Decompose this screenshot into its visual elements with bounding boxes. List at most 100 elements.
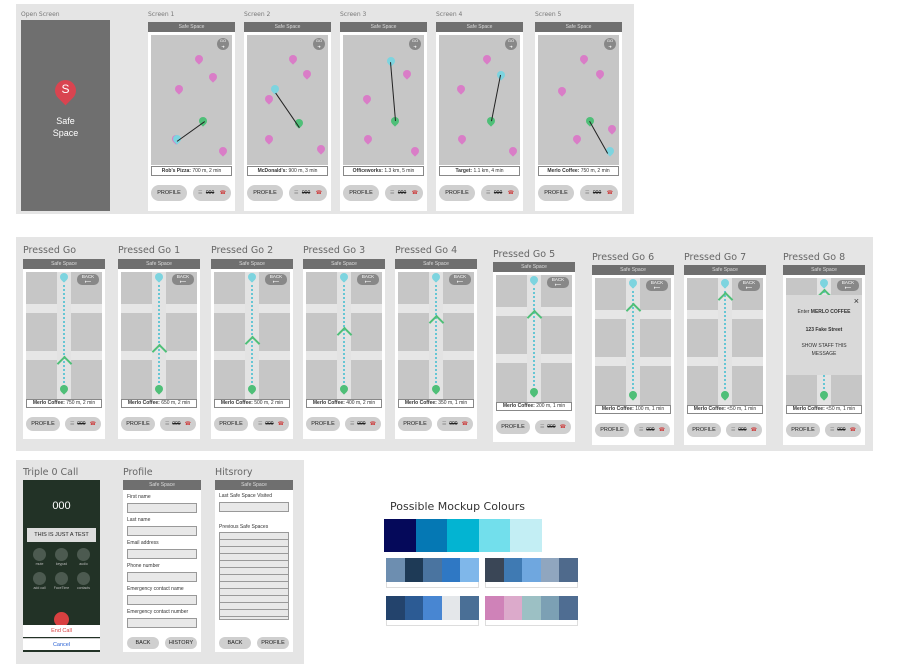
- map-pin-icon[interactable]: [207, 71, 219, 83]
- map-pin-icon[interactable]: [401, 68, 413, 80]
- back-button[interactable]: BACK ⟵: [77, 274, 99, 285]
- back-button[interactable]: BACK ⟵: [547, 277, 569, 288]
- profile-button[interactable]: PROFILE: [247, 185, 283, 201]
- pressed-caption: Pressed Go 6: [592, 252, 655, 263]
- profile-button[interactable]: PROFILE: [343, 185, 379, 201]
- color-swatch: [559, 558, 578, 582]
- text-input[interactable]: [127, 503, 197, 513]
- map-pin-icon[interactable]: [455, 83, 467, 95]
- navigation-screen: Safe Space BACK ⟵ Merlo Coffee: 500 m, 2 mi…: [211, 259, 293, 439]
- destination-name: Merlo Coffee:: [220, 400, 253, 406]
- back-button[interactable]: BACK ⟵: [357, 274, 379, 285]
- map-pin-icon[interactable]: [301, 68, 313, 80]
- profile-button[interactable]: PROFILE: [257, 637, 289, 649]
- text-input[interactable]: [127, 618, 197, 628]
- color-swatch: [540, 596, 560, 620]
- profile-button[interactable]: PROFILE: [786, 423, 820, 437]
- text-input[interactable]: [127, 549, 197, 559]
- back-button[interactable]: BACK: [219, 637, 251, 649]
- navigation-screen: Safe Space BACK ⟵ × Enter MERLO COFFEE 123 Fa…: [783, 265, 865, 445]
- app-name-line2: Space: [52, 128, 79, 138]
- emergency-call-button[interactable]: ☰ 000 ☎: [535, 420, 571, 434]
- keypad-button[interactable]: [77, 548, 90, 561]
- profile-button[interactable]: PROFILE: [26, 417, 60, 431]
- text-input[interactable]: [127, 595, 197, 605]
- map-pin-icon[interactable]: [263, 133, 275, 145]
- keypad-button[interactable]: [33, 572, 46, 585]
- emergency-call-button[interactable]: ☰ 000 ☎: [345, 417, 381, 431]
- back-button[interactable]: BACK ⟵: [172, 274, 194, 285]
- go-button[interactable]: GO ➔: [604, 38, 616, 50]
- map-pin-icon[interactable]: [606, 123, 618, 135]
- emergency-call-button[interactable]: ☰ 000 ☎: [437, 417, 473, 431]
- profile-button[interactable]: PROFILE: [398, 417, 432, 431]
- destination-name: Merlo Coffee:: [404, 400, 437, 406]
- go-button[interactable]: GO ➔: [217, 38, 229, 50]
- emergency-call-button[interactable]: ☰ 000 ☎: [726, 423, 762, 437]
- history-button[interactable]: HISTORY: [165, 637, 197, 649]
- app-header: Safe Space: [592, 265, 674, 275]
- profile-button[interactable]: PROFILE: [687, 423, 721, 437]
- map-pin-icon[interactable]: [193, 53, 205, 65]
- map-pin-icon[interactable]: [481, 53, 493, 65]
- profile-button[interactable]: PROFILE: [496, 420, 530, 434]
- emergency-call-button[interactable]: ☰ 000 ☎: [65, 417, 101, 431]
- destination-info: Officeworks: 1.3 km, 5 min: [343, 166, 424, 176]
- profile-button[interactable]: PROFILE: [214, 417, 248, 431]
- map-pin-icon[interactable]: [409, 145, 421, 157]
- keypad-button[interactable]: [55, 572, 68, 585]
- profile-button[interactable]: PROFILE: [595, 423, 629, 437]
- text-input[interactable]: [127, 526, 197, 536]
- destination-name: Merlo Coffee:: [792, 406, 825, 412]
- keypad-label: audio: [79, 562, 88, 566]
- map-pin-icon[interactable]: [361, 93, 373, 105]
- emergency-call-button[interactable]: ☰ 000 ☎: [634, 423, 670, 437]
- cancel-button[interactable]: Cancel: [23, 638, 100, 650]
- emergency-call-button[interactable]: ☰ 000 ☎: [160, 417, 196, 431]
- go-button[interactable]: GO ➔: [409, 38, 421, 50]
- map-pin-icon[interactable]: [315, 143, 327, 155]
- close-icon[interactable]: ×: [853, 296, 859, 306]
- back-button[interactable]: BACK ⟵: [265, 274, 287, 285]
- end-call-button[interactable]: End Call: [23, 625, 100, 637]
- emergency-call-button[interactable]: ☰ 000 ☎: [193, 185, 231, 201]
- back-button[interactable]: BACK: [127, 637, 159, 649]
- popup-instruction-1: SHOW STAFF THIS: [801, 343, 847, 349]
- go-button[interactable]: GO ➔: [505, 38, 517, 50]
- emergency-call-button[interactable]: ☰ 000 ☎: [580, 185, 618, 201]
- keypad-button[interactable]: [55, 548, 68, 561]
- destination-distance: 500 m, 2 min: [254, 400, 284, 406]
- map-pin-icon[interactable]: [287, 53, 299, 65]
- map-pin-icon[interactable]: [173, 83, 185, 95]
- logo-letter: S: [61, 82, 70, 96]
- emergency-call-button[interactable]: ☰ 000 ☎: [253, 417, 289, 431]
- emergency-call-button[interactable]: ☰ 000 ☎: [481, 185, 519, 201]
- back-button[interactable]: BACK ⟵: [646, 280, 668, 291]
- emergency-call-button[interactable]: ☰ 000 ☎: [289, 185, 327, 201]
- keypad-button[interactable]: [77, 572, 90, 585]
- map-pin-icon[interactable]: [263, 93, 275, 105]
- profile-button[interactable]: PROFILE: [439, 185, 475, 201]
- text-input[interactable]: [127, 572, 197, 582]
- emergency-call-button[interactable]: ☰ 000 ☎: [385, 185, 423, 201]
- profile-button[interactable]: PROFILE: [121, 417, 155, 431]
- go-button[interactable]: GO ➔: [313, 38, 325, 50]
- back-button[interactable]: BACK ⟵: [738, 280, 760, 291]
- map-pin-icon[interactable]: [362, 133, 374, 145]
- map-pin-icon[interactable]: [556, 85, 568, 97]
- back-button[interactable]: BACK ⟵: [837, 280, 859, 291]
- map-pin-icon[interactable]: [571, 133, 583, 145]
- emergency-call-button[interactable]: ☰ 000 ☎: [825, 423, 861, 437]
- profile-button[interactable]: PROFILE: [306, 417, 340, 431]
- map-pin-icon[interactable]: [456, 133, 468, 145]
- profile-button[interactable]: PROFILE: [538, 185, 574, 201]
- map-pin-icon[interactable]: [507, 145, 519, 157]
- profile-button[interactable]: PROFILE: [151, 185, 187, 201]
- map-pin-icon[interactable]: [217, 145, 229, 157]
- keypad-button[interactable]: [33, 548, 46, 561]
- back-button[interactable]: BACK ⟵: [449, 274, 471, 285]
- map-pin-icon[interactable]: [578, 53, 590, 65]
- app-header: Safe Space: [340, 22, 427, 32]
- map-pin-icon[interactable]: [594, 68, 606, 80]
- end-call-icon[interactable]: [54, 612, 69, 627]
